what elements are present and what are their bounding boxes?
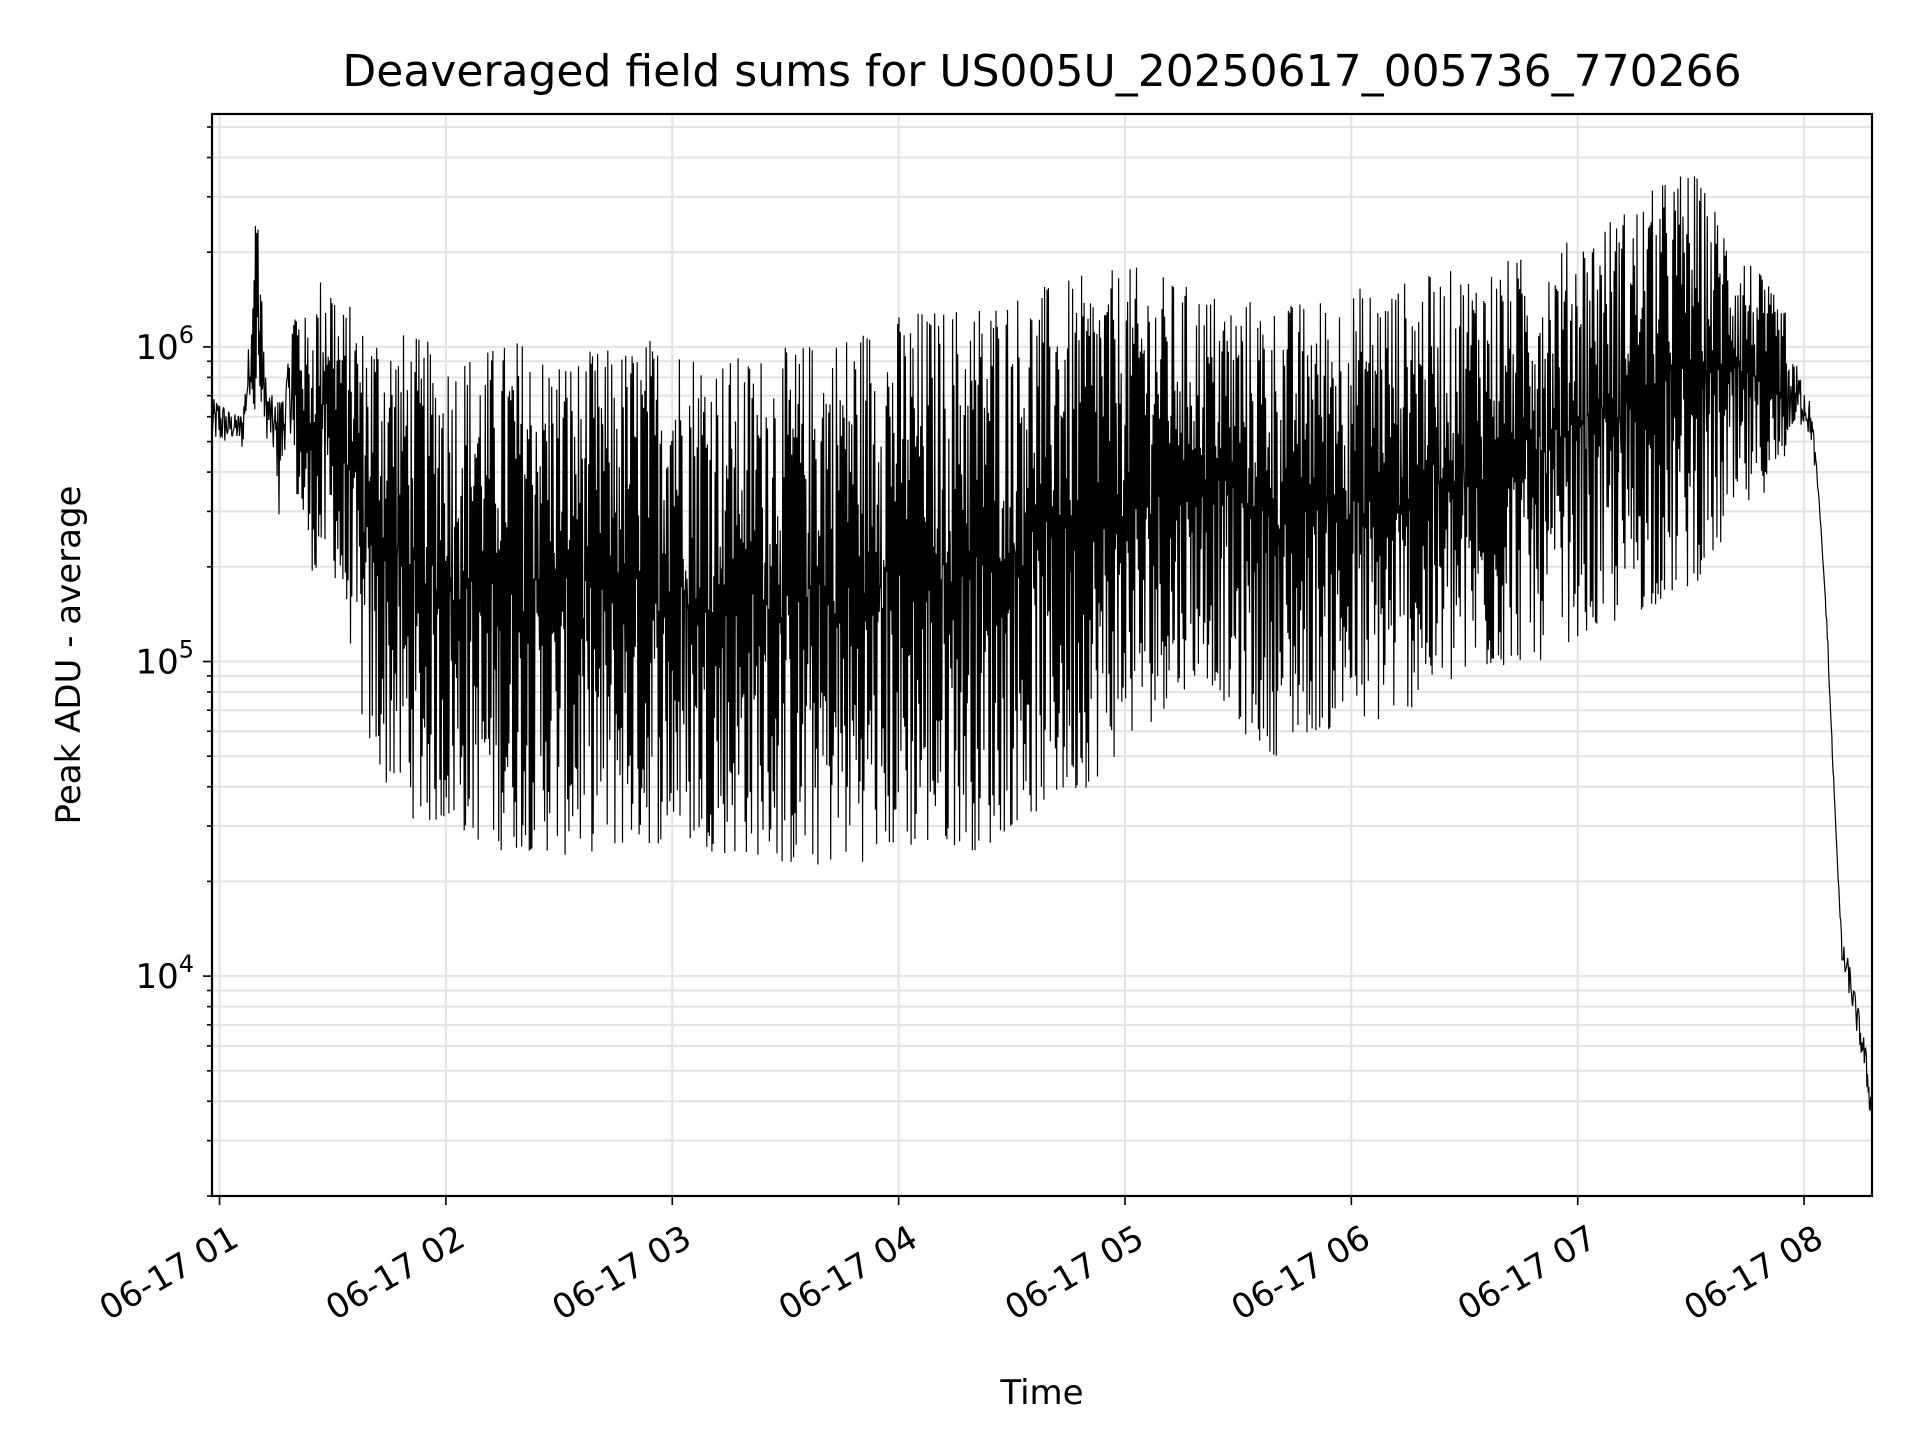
data-series <box>211 176 1873 1118</box>
series-line <box>211 176 1873 1118</box>
y-axis-label: Peak ADU - average <box>49 486 89 825</box>
y-tick-label: 106 <box>135 321 194 368</box>
y-tick-label: 105 <box>135 636 194 683</box>
x-axis-label: Time <box>999 1373 1083 1413</box>
y-tick-label: 104 <box>135 950 194 997</box>
plot-frame <box>210 112 1874 1198</box>
chart-title: Deaveraged field sums for US005U_2025061… <box>342 46 1741 97</box>
